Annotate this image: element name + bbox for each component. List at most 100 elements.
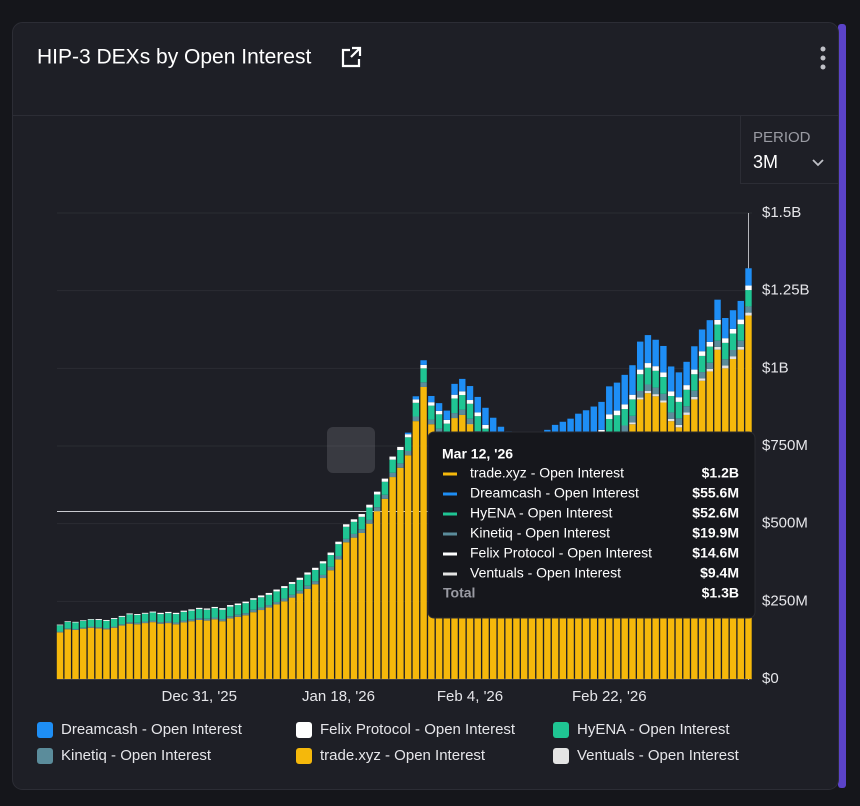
bar-segment bbox=[56, 624, 64, 626]
external-link-icon[interactable] bbox=[341, 46, 362, 68]
bar-segment bbox=[165, 611, 172, 614]
bar-segment bbox=[652, 370, 659, 388]
legend-item[interactable]: HyENA - Open Interest bbox=[553, 721, 730, 738]
bar-segment bbox=[296, 577, 304, 580]
bar-segment bbox=[64, 628, 71, 630]
y-tick-label: $1.5B bbox=[762, 204, 801, 221]
bar-segment bbox=[234, 614, 242, 617]
bar-segment bbox=[64, 621, 71, 629]
bar-segment bbox=[466, 400, 474, 404]
bar-segment bbox=[621, 409, 628, 426]
bar-segment bbox=[722, 359, 729, 366]
bar-segment bbox=[126, 614, 133, 623]
bar-segment bbox=[435, 410, 443, 415]
bar-segment bbox=[373, 511, 381, 679]
bar-segment bbox=[141, 612, 149, 614]
bar-segment bbox=[644, 335, 652, 364]
bar-segment bbox=[466, 386, 474, 401]
bar-segment bbox=[420, 368, 427, 383]
bar-segment bbox=[327, 570, 334, 679]
tooltip-row-name: Kinetiq - Open Interest bbox=[470, 525, 610, 541]
bar-segment bbox=[149, 620, 157, 623]
legend-item[interactable]: Dreamcash - Open Interest bbox=[37, 721, 243, 738]
bar-segment bbox=[466, 418, 474, 424]
y-tick-label: $1B bbox=[762, 359, 789, 376]
bar-segment bbox=[397, 463, 404, 468]
bar-segment bbox=[675, 372, 683, 398]
legend: Dreamcash - Open Interest Felix Protocol … bbox=[37, 721, 740, 764]
bar-segment bbox=[343, 524, 350, 527]
bar-segment bbox=[242, 613, 249, 616]
legend-item[interactable]: Ventuals - Open Interest bbox=[553, 747, 740, 764]
bar-segment bbox=[644, 367, 652, 385]
bar-segment bbox=[304, 572, 311, 575]
bar-segment bbox=[381, 478, 389, 482]
bar-segment bbox=[714, 346, 721, 350]
legend-swatch bbox=[553, 748, 569, 764]
bar-segment bbox=[288, 594, 296, 598]
bar-segment bbox=[126, 623, 133, 679]
bar-segment bbox=[629, 365, 636, 395]
bar-segment bbox=[660, 400, 667, 403]
legend-item[interactable]: trade.xyz - Open Interest bbox=[296, 747, 486, 764]
bar-segment bbox=[273, 601, 280, 605]
legend-label: HyENA - Open Interest bbox=[577, 721, 730, 738]
bar-segment bbox=[172, 622, 180, 625]
bar-segment bbox=[188, 621, 195, 679]
bar-segment bbox=[335, 555, 342, 560]
legend-label: Felix Protocol - Open Interest bbox=[320, 721, 516, 738]
bar-segment bbox=[675, 418, 683, 425]
legend-label: trade.xyz - Open Interest bbox=[320, 747, 486, 764]
y-tick-label: $0 bbox=[762, 670, 779, 687]
legend-item[interactable]: Kinetiq - Open Interest bbox=[37, 747, 212, 764]
bar-segment bbox=[660, 377, 667, 394]
bar-segment bbox=[629, 399, 636, 416]
bar-segment bbox=[745, 268, 752, 286]
watermark-logo bbox=[327, 427, 375, 473]
legend-item[interactable]: Felix Protocol - Open Interest bbox=[296, 721, 516, 738]
bar-segment bbox=[134, 614, 141, 616]
legend-label: Ventuals - Open Interest bbox=[577, 747, 740, 764]
bar-segment bbox=[226, 616, 234, 619]
bar-segment bbox=[211, 617, 218, 620]
bar-segment bbox=[250, 609, 257, 613]
bar-segment bbox=[691, 374, 698, 391]
tooltip-row-value: $19.9M bbox=[692, 525, 739, 541]
bar-segment bbox=[714, 319, 721, 325]
bar-segment bbox=[729, 356, 737, 360]
bar-segment bbox=[482, 407, 489, 425]
bar-segment bbox=[745, 312, 752, 316]
bar-segment bbox=[722, 318, 729, 339]
bar-segment bbox=[288, 597, 296, 679]
bar-segment bbox=[706, 320, 714, 342]
bar-segment bbox=[273, 591, 280, 602]
bar-segment bbox=[319, 561, 327, 564]
bar-segment bbox=[443, 419, 450, 424]
bar-segment bbox=[126, 613, 133, 615]
period-select[interactable]: PERIOD 3M bbox=[740, 116, 838, 184]
bar-segment bbox=[706, 362, 714, 369]
bar-segment bbox=[281, 601, 288, 679]
bar-segment bbox=[691, 369, 698, 375]
card-title: HIP-3 DEXs by Open Interest bbox=[37, 46, 311, 69]
bar-segment bbox=[242, 601, 249, 604]
bar-segment bbox=[110, 618, 118, 620]
bar-segment bbox=[729, 310, 737, 329]
bar-segment bbox=[157, 612, 164, 615]
bar-segment bbox=[598, 401, 605, 430]
bar-segment bbox=[250, 612, 257, 679]
bar-segment bbox=[72, 621, 79, 623]
menu-button[interactable] bbox=[820, 46, 826, 70]
bar-segment bbox=[180, 622, 187, 679]
bar-segment bbox=[95, 619, 102, 628]
x-tick-label: Feb 22, '26 bbox=[572, 688, 647, 705]
tooltip-row-value: $14.6M bbox=[692, 545, 739, 561]
bar-segment bbox=[722, 365, 729, 369]
bar-segment bbox=[691, 390, 698, 397]
bar-segment bbox=[698, 378, 706, 381]
bar-segment bbox=[629, 394, 636, 400]
bar-segment bbox=[667, 366, 675, 392]
bar-segment bbox=[698, 355, 706, 373]
bar-segment bbox=[412, 421, 420, 679]
